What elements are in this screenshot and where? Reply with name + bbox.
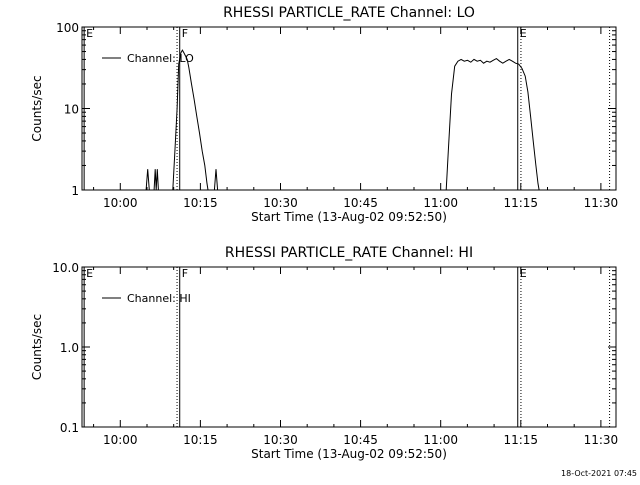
chart-2-x-tick-label: 11:15 bbox=[503, 433, 538, 447]
chart-1-x-tick-label: 11:30 bbox=[584, 196, 619, 210]
chart-1-y-tick-label: 10 bbox=[64, 103, 79, 117]
chart-1-y-tick-label: 100 bbox=[56, 21, 79, 35]
timestamp-footer: 18-Oct-2021 07:45 bbox=[561, 469, 637, 478]
chart-2-legend-entry: Channel: HI bbox=[127, 292, 191, 305]
chart-2-y-tick-label: 1.0 bbox=[60, 341, 79, 355]
chart-2-event-marker-label: E bbox=[520, 267, 527, 280]
chart-2-x-axis-label: Start Time (13-Aug-02 09:52:50) bbox=[251, 447, 447, 461]
chart-2-x-tick-label: 10:15 bbox=[183, 433, 218, 447]
chart-1-series-line bbox=[153, 169, 159, 191]
chart-2-x-tick-label: 10:45 bbox=[343, 433, 378, 447]
chart-2-y-axis-label: Counts/sec bbox=[30, 314, 44, 380]
chart-2-x-tick-label: 10:00 bbox=[103, 433, 138, 447]
chart-2-event-marker-label: E bbox=[86, 267, 93, 280]
chart-1-series-line bbox=[445, 58, 540, 191]
chart-1-x-tick-label: 10:15 bbox=[183, 196, 218, 210]
chart-1-x-tick-label: 11:00 bbox=[423, 196, 458, 210]
chart-2-y-tick-label: 10.0 bbox=[52, 261, 79, 275]
chart-1-x-tick-label: 11:15 bbox=[503, 196, 538, 210]
chart-1-event-marker-label: F bbox=[182, 27, 188, 40]
chart-1-x-axis-label: Start Time (13-Aug-02 09:52:50) bbox=[251, 210, 447, 224]
chart-1-x-tick-label: 10:45 bbox=[343, 196, 378, 210]
chart-1-title: RHESSI PARTICLE_RATE Channel: LO bbox=[223, 5, 475, 21]
chart-1-y-tick-label: 1 bbox=[71, 184, 79, 198]
chart-2-title: RHESSI PARTICLE_RATE Channel: HI bbox=[225, 245, 473, 261]
chart-1-x-tick-label: 10:30 bbox=[263, 196, 298, 210]
chart-1-event-marker-label: E bbox=[520, 27, 527, 40]
chart-1-x-tick-label: 10:00 bbox=[103, 196, 138, 210]
chart-1-y-axis-label: Counts/sec bbox=[30, 75, 44, 141]
chart-2-y-tick-label: 0.1 bbox=[60, 421, 79, 435]
chart-1-legend-entry: Channel: LO bbox=[127, 52, 194, 65]
chart-2-x-tick-label: 11:00 bbox=[423, 433, 458, 447]
chart-2-x-tick-label: 10:30 bbox=[263, 433, 298, 447]
chart-2-event-marker-label: F bbox=[182, 267, 188, 280]
chart-1-series-line bbox=[172, 49, 209, 191]
chart-2-x-tick-label: 11:30 bbox=[584, 433, 619, 447]
chart-1-series-line bbox=[145, 169, 150, 191]
chart-1-event-marker-label: E bbox=[86, 27, 93, 40]
chart-1-series-line bbox=[213, 169, 219, 191]
